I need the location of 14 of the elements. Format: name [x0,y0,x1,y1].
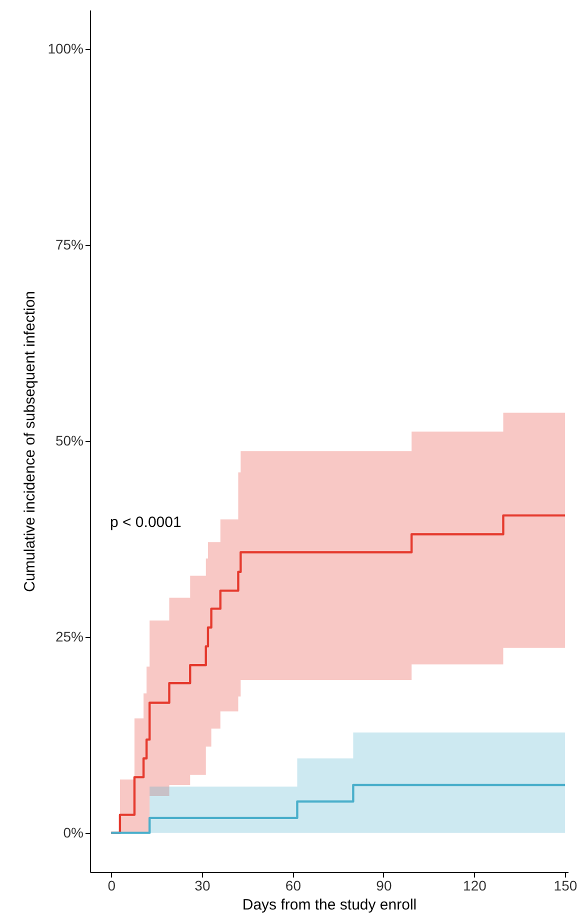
y-tick-label: 25% [55,628,84,644]
x-tick-label: 30 [194,878,210,894]
y-axis-title: Cumulative incidence of subsequent infection [22,290,39,592]
x-tick-label: 60 [285,878,302,894]
y-tick-label: 75% [55,236,84,253]
y-tick-label: 100% [48,40,84,57]
x-tick-label: 90 [376,878,392,894]
y-tick-label: 50% [55,432,84,448]
x-axis-title: Days from the study enroll [242,896,417,914]
x-tick-label: 150 [554,878,578,894]
annotation: p < 0.0001 [110,514,182,531]
x-tick-label: 120 [463,878,487,894]
y-tick-label: 0% [63,824,84,840]
x-tick-label: 0 [108,878,116,894]
